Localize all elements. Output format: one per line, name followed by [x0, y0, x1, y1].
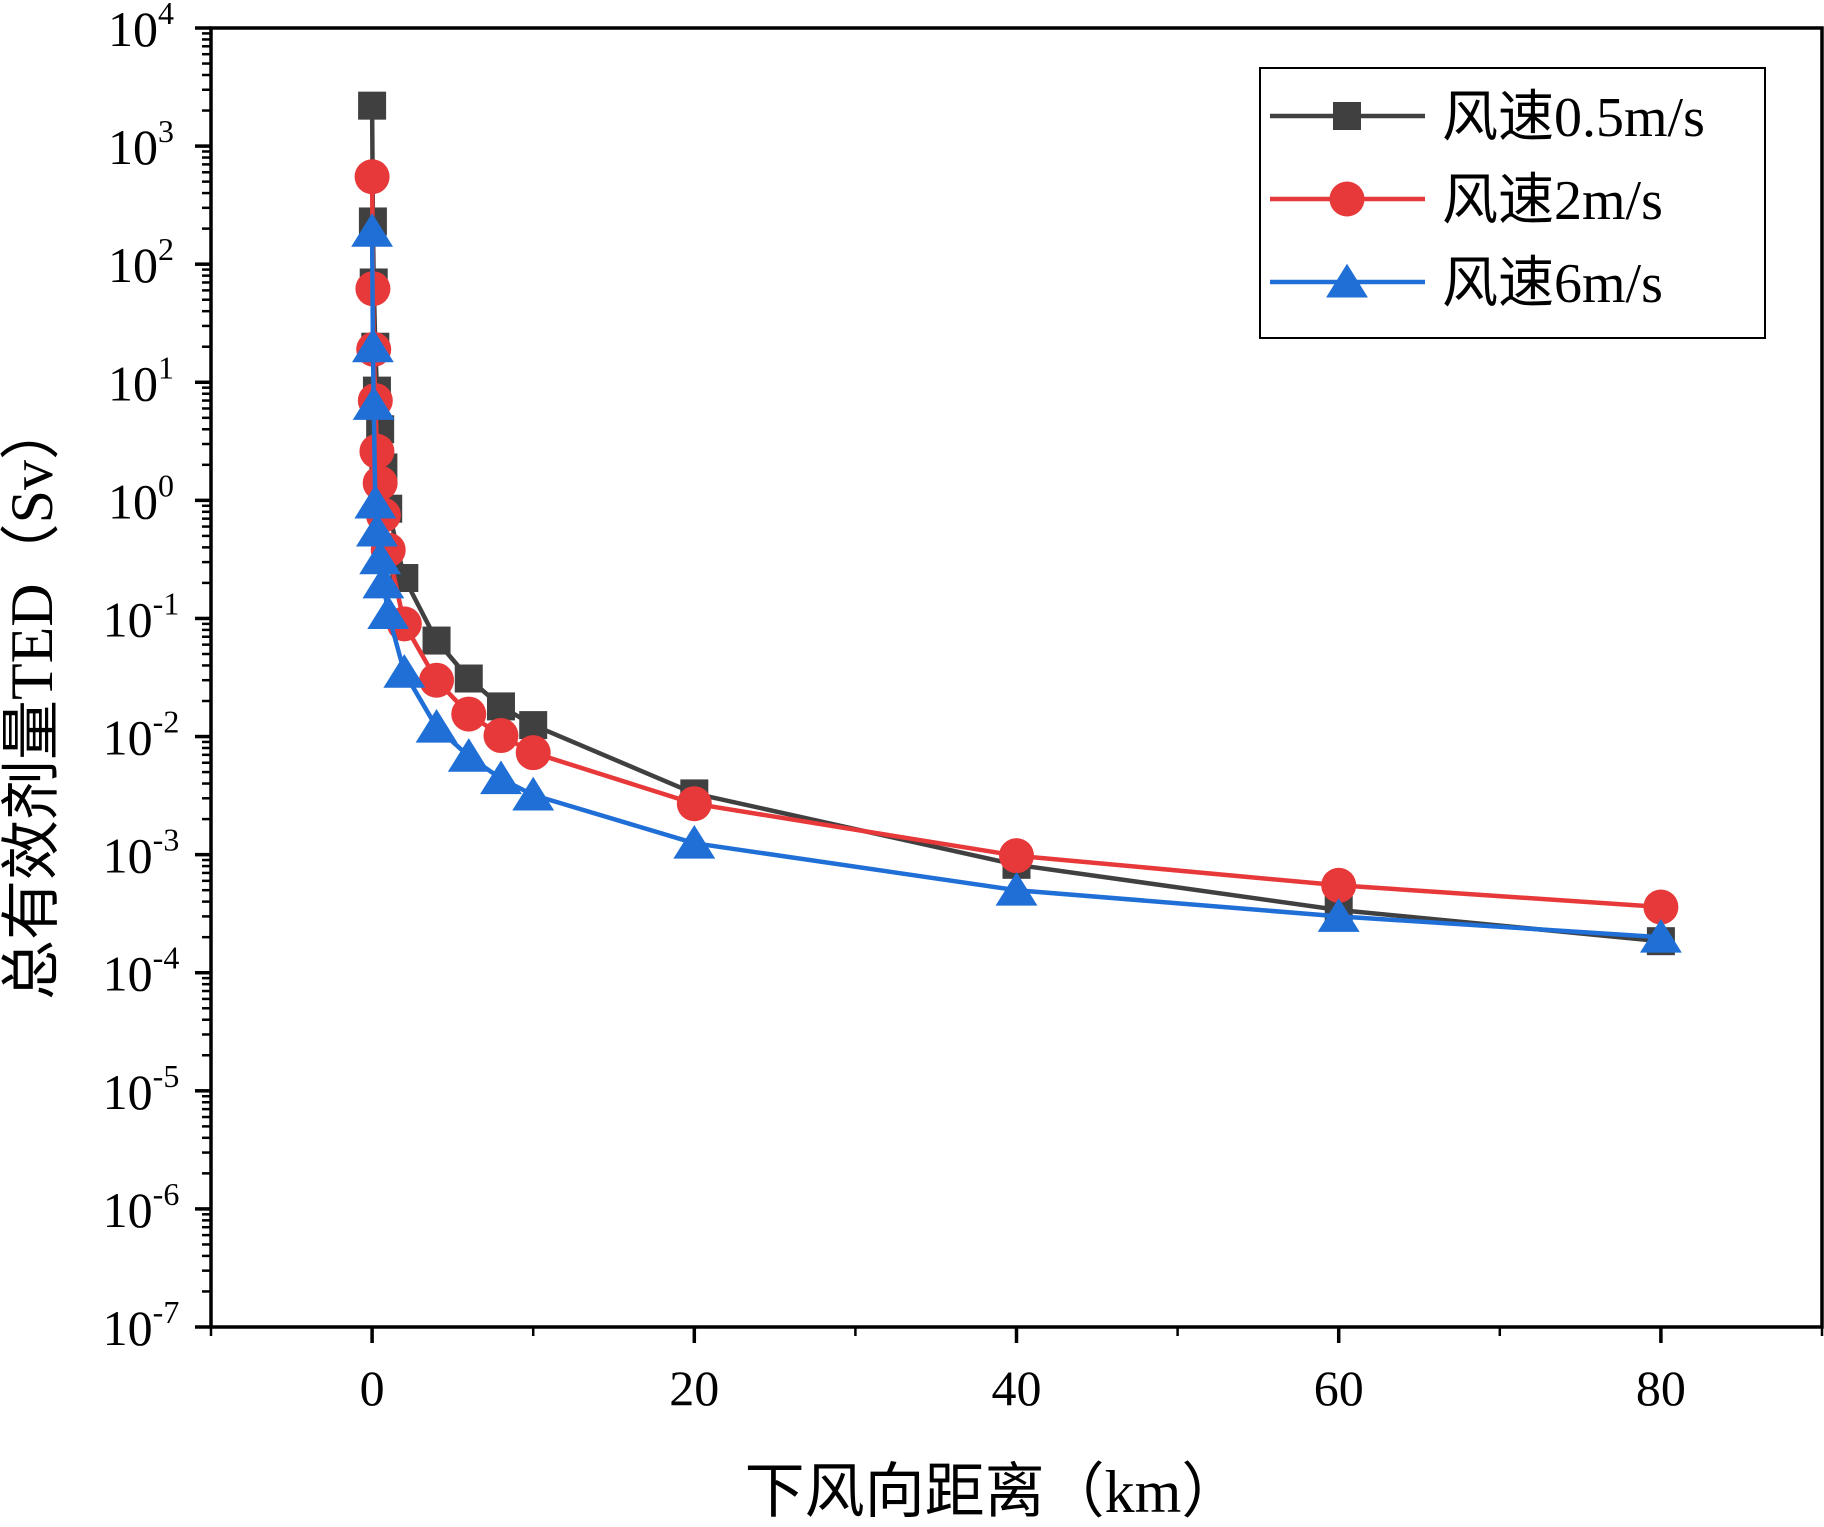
y-tick-base: 10 — [103, 1182, 153, 1238]
marker-circle — [676, 786, 712, 822]
y-tick-exponent: -5 — [153, 1058, 180, 1094]
y-tick-exponent: 3 — [158, 113, 174, 149]
y-tick-exponent: 0 — [158, 467, 174, 503]
legend-item: 风速6m/s — [1270, 253, 1663, 315]
y-tick-label: 10-5 — [103, 1058, 180, 1120]
y-tick-base: 10 — [103, 1300, 153, 1356]
y-tick-label: 10-4 — [103, 940, 180, 1002]
y-tick-exponent: -1 — [153, 585, 180, 621]
y-tick-label: 10-2 — [103, 704, 180, 766]
marker-triangle — [362, 564, 405, 599]
x-axis-label: 下风向距离（km） — [745, 1459, 1242, 1525]
marker-circle — [419, 662, 455, 698]
y-tick-base: 10 — [108, 355, 158, 411]
y-tick-base: 10 — [108, 119, 158, 175]
marker-triangle — [1326, 263, 1368, 298]
marker-square — [1333, 102, 1361, 130]
y-tick-base: 10 — [103, 946, 153, 1002]
marker-square — [519, 711, 548, 740]
marker-circle — [359, 433, 395, 469]
y-axis-label: 总有效剂量TED（Sv） — [0, 400, 65, 1000]
marker-triangle — [351, 328, 394, 363]
y-tick-label: 100 — [108, 467, 174, 529]
marker-triangle — [351, 213, 394, 247]
marker-circle — [1643, 889, 1679, 925]
y-tick-base: 10 — [103, 710, 153, 766]
marker-circle — [1329, 181, 1365, 217]
marker-triangle — [415, 708, 458, 743]
marker-circle — [483, 718, 519, 754]
marker-square — [422, 626, 451, 655]
marker-circle — [999, 838, 1034, 874]
marker-triangle — [1317, 898, 1360, 932]
marker-triangle — [359, 540, 402, 575]
y-tick-label: 101 — [108, 349, 174, 411]
y-tick-base: 10 — [108, 1, 158, 57]
y-tick-exponent: -6 — [153, 1176, 180, 1212]
series-3 — [351, 213, 1682, 953]
marker-triangle — [356, 512, 398, 547]
y-tick-label: 102 — [108, 231, 174, 293]
marker-square — [454, 664, 483, 693]
marker-triangle — [383, 654, 426, 688]
marker-triangle — [1639, 918, 1682, 953]
y-tick-exponent: -2 — [153, 704, 180, 740]
x-tick-label: 40 — [992, 1360, 1042, 1416]
marker-triangle — [367, 595, 410, 630]
marker-triangle — [995, 871, 1038, 906]
marker-triangle — [447, 738, 490, 772]
legend-item: 风速2m/s — [1270, 170, 1663, 232]
marker-circle — [1321, 867, 1357, 903]
y-tick-label: 10-3 — [103, 822, 180, 884]
y-tick-exponent: -3 — [153, 822, 180, 858]
marker-triangle — [354, 484, 397, 519]
axes: 10-710-610-510-410-310-210-1100101102103… — [103, 0, 1824, 1416]
y-tick-exponent: -4 — [153, 940, 180, 976]
x-tick-label: 20 — [669, 1360, 719, 1416]
y-tick-base: 10 — [103, 1064, 153, 1120]
series-layer — [351, 91, 1682, 956]
marker-triangle — [673, 824, 716, 859]
y-tick-label: 103 — [108, 113, 174, 175]
y-tick-exponent: -7 — [153, 1294, 180, 1330]
y-tick-base: 10 — [108, 237, 158, 293]
y-tick-label: 104 — [108, 0, 174, 57]
y-tick-exponent: 2 — [158, 231, 174, 267]
marker-triangle — [512, 776, 555, 811]
marker-square — [486, 692, 515, 721]
marker-triangle — [480, 760, 522, 795]
y-tick-label: 10-6 — [103, 1176, 180, 1238]
legend-label: 风速2m/s — [1442, 170, 1663, 232]
y-tick-label: 10-1 — [103, 585, 180, 647]
x-tick-label: 60 — [1314, 1360, 1364, 1416]
x-tick-label: 80 — [1636, 1360, 1686, 1416]
marker-triangle — [352, 386, 395, 420]
x-tick-label: 0 — [360, 1360, 385, 1416]
marker-circle — [515, 735, 551, 771]
marker-circle — [354, 159, 390, 195]
y-tick-base: 10 — [108, 473, 158, 529]
legend-item: 风速0.5m/s — [1270, 87, 1705, 149]
y-tick-label: 10-7 — [103, 1294, 180, 1356]
y-tick-exponent: 4 — [158, 0, 174, 31]
legend-label: 风速0.5m/s — [1442, 87, 1705, 149]
marker-circle — [451, 696, 487, 732]
y-tick-base: 10 — [103, 828, 153, 884]
legend: 风速0.5m/s 风速2m/s 风速6m/s — [1259, 67, 1766, 339]
legend-label: 风速6m/s — [1442, 253, 1663, 315]
y-tick-exponent: 1 — [158, 349, 174, 385]
marker-square — [358, 91, 387, 120]
y-tick-base: 10 — [103, 591, 153, 647]
